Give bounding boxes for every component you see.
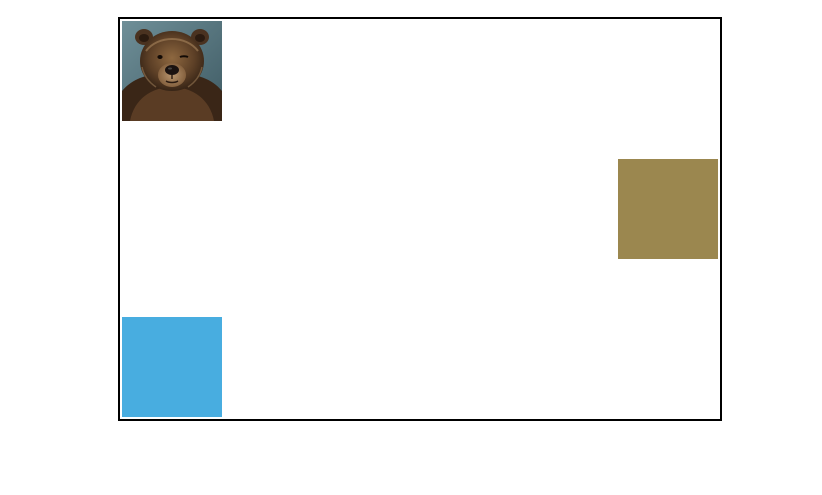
blue-block-fill <box>122 317 222 417</box>
blue-block[interactable] <box>122 317 222 417</box>
olive-block-fill <box>618 159 718 259</box>
bear-icon <box>122 21 222 121</box>
game-board[interactable] <box>118 17 722 421</box>
bear-picture-tile[interactable] <box>122 21 222 121</box>
olive-block[interactable] <box>618 159 718 259</box>
